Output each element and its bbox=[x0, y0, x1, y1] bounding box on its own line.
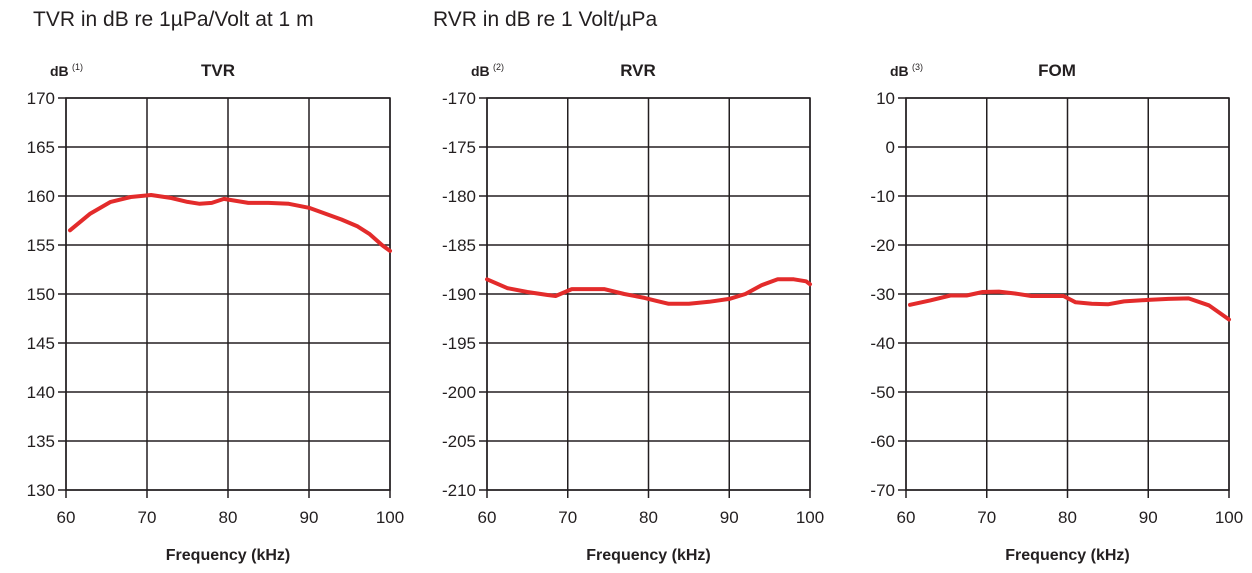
fom-xtick-label: 80 bbox=[1058, 508, 1077, 527]
fom-ytick-label: -30 bbox=[870, 285, 895, 304]
tvr-xtick-label: 80 bbox=[219, 508, 238, 527]
tvr-xtick-label: 60 bbox=[57, 508, 76, 527]
fom-ytick-label: 10 bbox=[876, 89, 895, 108]
tvr-ytick-label: 130 bbox=[27, 481, 55, 500]
tvr-caption: TVR in dB re 1µPa/Volt at 1 m bbox=[33, 8, 314, 31]
tvr-xtick-label: 100 bbox=[376, 508, 404, 527]
tvr-plot-frame bbox=[65, 97, 391, 491]
rvr-ytick-label: -185 bbox=[442, 236, 476, 255]
rvr-xtick-label: 80 bbox=[639, 508, 658, 527]
rvr-plot-frame bbox=[486, 97, 811, 491]
tvr-ytick-label: 150 bbox=[27, 285, 55, 304]
tvr-ytick-label: 160 bbox=[27, 187, 55, 206]
rvr-ytick-label: -200 bbox=[442, 383, 476, 402]
rvr-xtick-label: 90 bbox=[720, 508, 739, 527]
rvr-ytick-label: -205 bbox=[442, 432, 476, 451]
tvr-ytick-label: 155 bbox=[27, 236, 55, 255]
rvr-caption: RVR in dB re 1 Volt/µPa bbox=[433, 8, 658, 31]
fom-ytick-label: -20 bbox=[870, 236, 895, 255]
rvr-xtick-label: 70 bbox=[558, 508, 577, 527]
tvr-xlabel: Frequency (kHz) bbox=[166, 547, 290, 564]
rvr-ytick-label: -175 bbox=[442, 138, 476, 157]
tvr-title: TVR bbox=[201, 61, 235, 80]
rvr-ytick-label: -210 bbox=[442, 481, 476, 500]
rvr-ylabel-note: (2) bbox=[493, 62, 504, 72]
rvr-ytick-label: -195 bbox=[442, 334, 476, 353]
fom-ytick-label: -60 bbox=[870, 432, 895, 451]
tvr-ylabel: dB bbox=[50, 63, 69, 79]
rvr-ytick-label: -190 bbox=[442, 285, 476, 304]
fom-ytick-label: -50 bbox=[870, 383, 895, 402]
fom-ytick-label: -40 bbox=[870, 334, 895, 353]
fom-xtick-label: 60 bbox=[897, 508, 916, 527]
fom-xtick-label: 90 bbox=[1139, 508, 1158, 527]
fom-series-line bbox=[908, 289, 1231, 322]
tvr-ytick-label: 170 bbox=[27, 89, 55, 108]
fom-ytick-label: -10 bbox=[870, 187, 895, 206]
rvr-xtick-label: 100 bbox=[796, 508, 824, 527]
fom-title: FOM bbox=[1038, 61, 1076, 80]
rvr-ytick-label: -180 bbox=[442, 187, 476, 206]
rvr-xtick-label: 60 bbox=[478, 508, 497, 527]
rvr-xlabel: Frequency (kHz) bbox=[586, 547, 710, 564]
fom-plot-frame bbox=[905, 97, 1230, 491]
rvr-title: RVR bbox=[620, 61, 656, 80]
rvr-series-line bbox=[485, 277, 812, 306]
fom-xtick-label: 100 bbox=[1215, 508, 1243, 527]
tvr-ytick-label: 140 bbox=[27, 383, 55, 402]
tvr-ytick-label: 165 bbox=[27, 138, 55, 157]
rvr-ylabel: dB bbox=[471, 63, 490, 79]
tvr-xtick-label: 90 bbox=[300, 508, 319, 527]
fom-xtick-label: 70 bbox=[977, 508, 996, 527]
rvr-ytick-label: -170 bbox=[442, 89, 476, 108]
fom-ylabel: dB bbox=[890, 63, 909, 79]
tvr-ytick-label: 145 bbox=[27, 334, 55, 353]
tvr-ylabel-note: (1) bbox=[72, 62, 83, 72]
fom-xlabel: Frequency (kHz) bbox=[1005, 547, 1129, 564]
fom-ytick-label: 0 bbox=[886, 138, 895, 157]
tvr-series-line bbox=[68, 193, 392, 253]
fom-ylabel-note: (3) bbox=[912, 62, 923, 72]
fom-ytick-label: -70 bbox=[870, 481, 895, 500]
tvr-xtick-label: 70 bbox=[138, 508, 157, 527]
tvr-ytick-label: 135 bbox=[27, 432, 55, 451]
